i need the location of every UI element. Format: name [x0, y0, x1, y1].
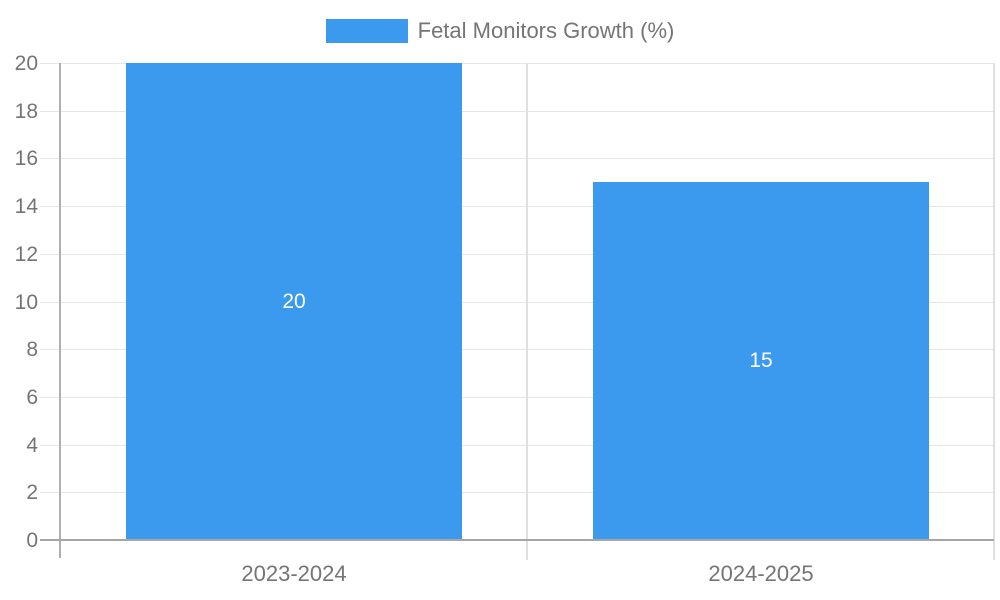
- x-axis-tick-label: 2024-2025: [708, 561, 814, 586]
- y-gridline: [40, 63, 994, 64]
- y-axis-tick-label: 0: [26, 529, 38, 552]
- y-axis-line: [59, 63, 61, 558]
- bar-value-label: 20: [282, 290, 306, 313]
- y-axis-tick-label: 18: [14, 100, 38, 123]
- y-gridline: [40, 254, 994, 255]
- bar-2023-2024[interactable]: [126, 63, 462, 540]
- y-gridline: [40, 206, 994, 207]
- y-axis-tick-label: 8: [26, 338, 38, 361]
- x-axis-baseline: [40, 539, 994, 541]
- y-gridline: [40, 349, 994, 350]
- y-axis-tick-label: 2: [26, 481, 38, 504]
- y-axis-tick-label: 6: [26, 386, 38, 409]
- legend-label: Fetal Monitors Growth (%): [417, 18, 675, 43]
- y-gridline: [40, 111, 994, 112]
- y-axis-tick-label: 14: [14, 195, 38, 218]
- legend-swatch: [325, 19, 408, 43]
- plot-right-border: [993, 63, 995, 560]
- y-axis-tick-label: 20: [14, 52, 38, 75]
- bar-2024-2025[interactable]: [593, 182, 929, 540]
- x-axis-tick-label: 2023-2024: [241, 561, 347, 586]
- y-gridline: [40, 158, 994, 159]
- y-axis-tick-label: 10: [14, 291, 38, 314]
- y-gridline: [40, 445, 994, 446]
- chart-legend[interactable]: Fetal Monitors Growth (%): [0, 12, 1000, 50]
- y-gridline: [40, 302, 994, 303]
- y-gridline: [40, 492, 994, 493]
- y-axis-tick-label: 16: [14, 147, 38, 170]
- bar-value-label: 15: [749, 349, 773, 372]
- y-axis-tick-label: 12: [14, 243, 38, 266]
- y-gridline: [40, 397, 994, 398]
- y-axis-tick-label: 4: [26, 434, 38, 457]
- category-divider-line: [526, 63, 528, 560]
